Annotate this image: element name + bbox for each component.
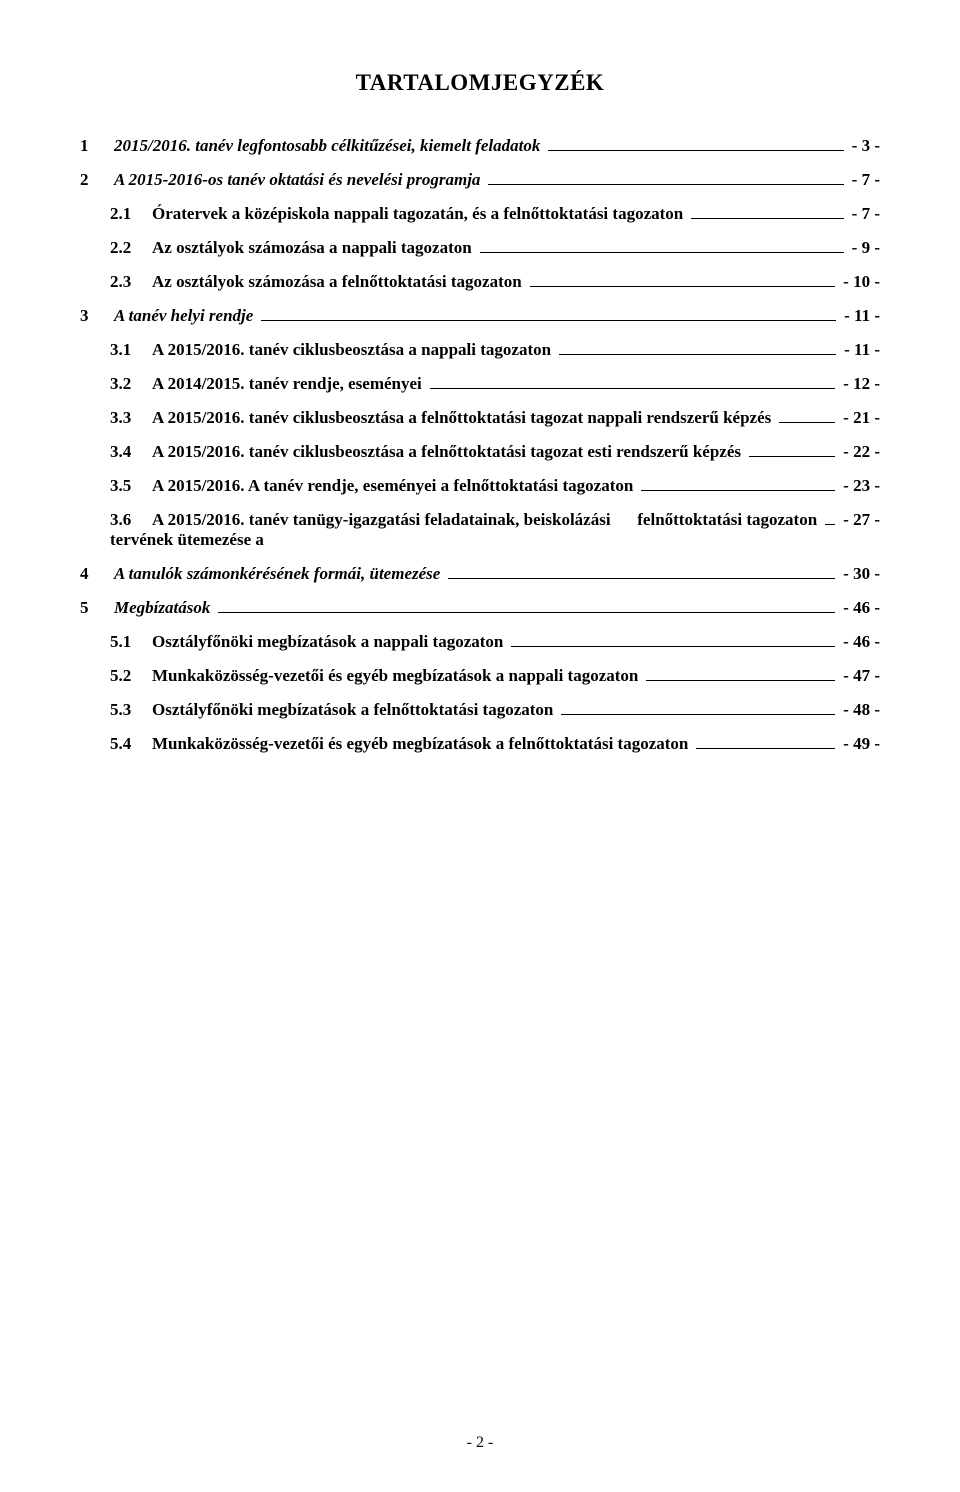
toc-entry-line2: felnőttoktatási tagozaton- 27 - <box>667 510 880 530</box>
toc-leader <box>548 150 843 151</box>
toc-entry-label: Óratervek a középiskola nappali tagozatá… <box>152 204 689 224</box>
toc-title: TARTALOMJEGYZÉK <box>80 70 880 96</box>
toc-leader <box>261 320 836 321</box>
toc-entry-label: A 2015/2016. tanév ciklusbeosztása a nap… <box>152 340 557 360</box>
toc-entry-number: 3.5 <box>110 476 152 496</box>
toc-entry-number: 3.2 <box>110 374 152 394</box>
toc-leader <box>779 422 835 423</box>
toc-entry: 2.2Az osztályok számozása a nappali tago… <box>110 238 880 258</box>
toc-entry: 3.6A 2015/2016. tanév tanügy-igazgatási … <box>110 510 880 550</box>
toc-entry-number: 3.3 <box>110 408 152 428</box>
toc-leader <box>511 646 835 647</box>
toc-entry-label: A 2015/2016. tanév ciklusbeosztása a fel… <box>152 408 777 428</box>
toc-entry-page: - 48 - <box>837 700 880 720</box>
toc-entry-number: 3 <box>80 306 114 326</box>
toc-leader <box>480 252 844 253</box>
toc-entry-page: - 49 - <box>837 734 880 754</box>
page: TARTALOMJEGYZÉK 12015/2016. tanév legfon… <box>0 0 960 1492</box>
toc-leader <box>696 748 835 749</box>
toc-entry-label: A 2015/2016. tanév tanügy-igazgatási fel… <box>110 510 611 549</box>
toc-entry-label: A 2015/2016. A tanév rendje, eseményei a… <box>152 476 639 496</box>
toc-entry: 3.3A 2015/2016. tanév ciklusbeosztása a … <box>110 408 880 428</box>
toc-entry: 4A tanulók számonkérésének formái, üteme… <box>80 564 880 584</box>
toc-entry-label: A tanév helyi rendje <box>114 306 259 326</box>
toc-entry-number: 2.3 <box>110 272 152 292</box>
toc-entry-label-cont: felnőttoktatási tagozaton <box>637 510 823 530</box>
toc-leader <box>218 612 835 613</box>
toc-entry-label: Munkaközösség-vezetői és egyéb megbízatá… <box>152 734 694 754</box>
toc-entry-number: 2 <box>80 170 114 190</box>
toc-entry-number: 2.1 <box>110 204 152 224</box>
toc-entry: 3A tanév helyi rendje - 11 - <box>80 306 880 326</box>
toc-entry: 5.1Osztályfőnöki megbízatások a nappali … <box>110 632 880 652</box>
toc-entry-page: - 46 - <box>837 632 880 652</box>
toc-entry: 2A 2015-2016-os tanév oktatási és nevelé… <box>80 170 880 190</box>
toc-leader <box>646 680 835 681</box>
toc-entry-page: - 27 - <box>837 510 880 530</box>
toc-leader <box>530 286 835 287</box>
toc-entry: 5.2Munkaközösség-vezetői és egyéb megbíz… <box>110 666 880 686</box>
toc-entry-label: A 2015/2016. tanév ciklusbeosztása a fel… <box>152 442 747 462</box>
toc-entry-number: 3.1 <box>110 340 152 360</box>
toc-leader <box>448 578 835 579</box>
toc-entry-label: Az osztályok számozása a nappali tagozat… <box>152 238 478 258</box>
toc-entry-label: A 2015-2016-os tanév oktatási és nevelés… <box>114 170 486 190</box>
toc-leader <box>691 218 843 219</box>
toc-entry: 3.5A 2015/2016. A tanév rendje, eseménye… <box>110 476 880 496</box>
toc-entry-number: 5.4 <box>110 734 152 754</box>
toc-leader <box>749 456 835 457</box>
toc-entry-label: A 2014/2015. tanév rendje, eseményei <box>152 374 428 394</box>
toc-list: 12015/2016. tanév legfontosabb célkitűzé… <box>80 136 880 754</box>
toc-leader <box>641 490 835 491</box>
toc-entry: 5Megbízatások - 46 - <box>80 598 880 618</box>
toc-leader <box>559 354 836 355</box>
toc-entry-number: 2.2 <box>110 238 152 258</box>
toc-entry-page: - 7 - <box>846 204 880 224</box>
toc-entry-label: 2015/2016. tanév legfontosabb célkitűzés… <box>114 136 546 156</box>
toc-entry-number: 1 <box>80 136 114 156</box>
toc-entry: 3.2A 2014/2015. tanév rendje, eseményei -… <box>110 374 880 394</box>
toc-entry-line1: 3.6A 2015/2016. tanév tanügy-igazgatási … <box>110 510 667 550</box>
toc-leader <box>825 524 835 525</box>
toc-entry-page: - 23 - <box>837 476 880 496</box>
toc-entry-label: Az osztályok számozása a felnőttoktatási… <box>152 272 528 292</box>
toc-entry-page: - 21 - <box>837 408 880 428</box>
toc-entry-page: - 12 - <box>837 374 880 394</box>
toc-entry-page: - 22 - <box>837 442 880 462</box>
page-number: - 2 - <box>0 1434 960 1452</box>
toc-entry-page: - 46 - <box>837 598 880 618</box>
toc-entry-page: - 10 - <box>837 272 880 292</box>
toc-entry-page: - 11 - <box>838 340 880 360</box>
toc-entry-label: Osztályfőnöki megbízatások a nappali tag… <box>152 632 509 652</box>
toc-entry-number: 5.2 <box>110 666 152 686</box>
toc-entry-label: Osztályfőnöki megbízatások a felnőttokta… <box>152 700 559 720</box>
toc-entry: 5.4Munkaközösség-vezetői és egyéb megbíz… <box>110 734 880 754</box>
toc-entry: 2.3Az osztályok számozása a felnőttoktat… <box>110 272 880 292</box>
toc-entry-label: Megbízatások <box>114 598 216 618</box>
toc-entry-page: - 9 - <box>846 238 880 258</box>
toc-entry-number: 5.1 <box>110 632 152 652</box>
toc-entry-number: 5 <box>80 598 114 618</box>
toc-entry-number: 3.6 <box>110 510 152 530</box>
toc-entry-number: 3.4 <box>110 442 152 462</box>
toc-entry-label: A tanulók számonkérésének formái, ütemez… <box>114 564 446 584</box>
toc-entry-number: 5.3 <box>110 700 152 720</box>
toc-entry-page: - 11 - <box>838 306 880 326</box>
toc-entry: 3.4A 2015/2016. tanév ciklusbeosztása a … <box>110 442 880 462</box>
toc-entry-page: - 7 - <box>846 170 880 190</box>
toc-leader <box>561 714 835 715</box>
toc-entry: 5.3Osztályfőnöki megbízatások a felnőtto… <box>110 700 880 720</box>
toc-leader <box>488 184 843 185</box>
toc-entry-page: - 3 - <box>846 136 880 156</box>
toc-entry: 2.1Óratervek a középiskola nappali tagoz… <box>110 204 880 224</box>
toc-entry-number: 4 <box>80 564 114 584</box>
toc-entry-page: - 47 - <box>837 666 880 686</box>
toc-leader <box>430 388 835 389</box>
toc-entry-page: - 30 - <box>837 564 880 584</box>
toc-entry-label: Munkaközösség-vezetői és egyéb megbízatá… <box>152 666 644 686</box>
toc-entry: 12015/2016. tanév legfontosabb célkitűzé… <box>80 136 880 156</box>
toc-entry: 3.1A 2015/2016. tanév ciklusbeosztása a … <box>110 340 880 360</box>
